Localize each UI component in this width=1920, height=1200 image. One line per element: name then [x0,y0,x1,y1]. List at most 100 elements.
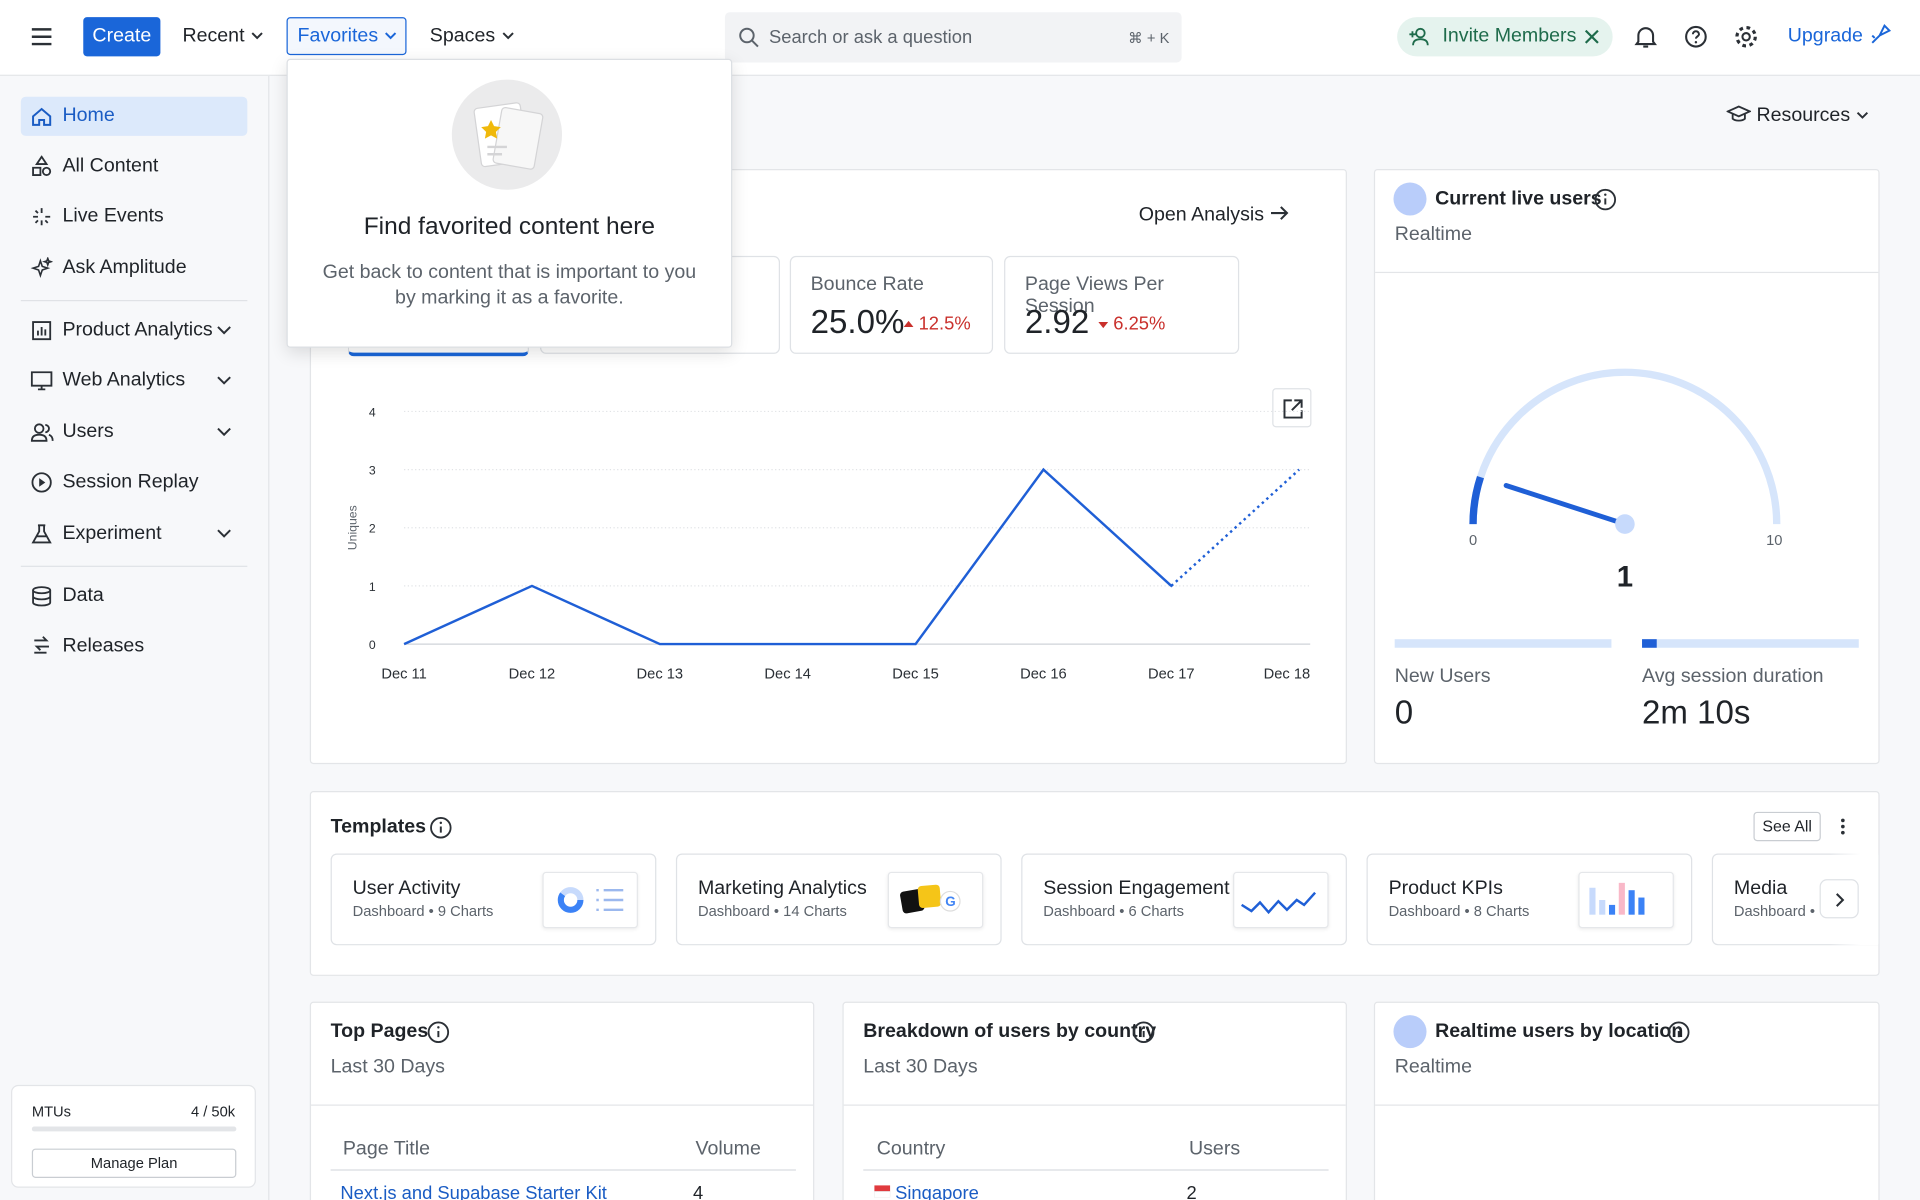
more-icon[interactable] [1839,817,1846,837]
y-axis-label: Uniques [345,505,359,550]
y-tick-label: 4 [369,405,376,419]
country-link[interactable]: Singapore [895,1182,979,1200]
top-pages-card: Top Pages Last 30 Days Page Title Volume… [309,1001,815,1200]
template-thumbnail [1233,871,1329,929]
label: All Content [62,155,159,177]
info-icon[interactable] [429,816,453,840]
column-header: Users [1188,1138,1241,1160]
help-icon[interactable] [1684,24,1708,48]
icon [30,371,53,391]
cell: 2 [1186,1182,1197,1200]
y-tick-label: 2 [369,522,376,536]
info-icon[interactable] [1593,187,1617,211]
menu-icon[interactable] [31,27,53,47]
nav-item[interactable]: Live Events [21,197,248,236]
resources-menu[interactable]: Resources [1725,104,1871,127]
label: Home [62,105,115,127]
nav-item[interactable]: Users [21,413,248,452]
icon [31,472,52,493]
icon [1725,105,1753,122]
nav-item[interactable]: Experiment [21,514,248,553]
gauge-hub [1615,514,1635,534]
card-title: Current live users [1435,188,1602,210]
country-card: Breakdown of users by country Last 30 Da… [842,1001,1347,1200]
create-button[interactable]: Create [83,17,161,57]
x-tick-label: Dec 13 [637,666,684,682]
metric-tile[interactable]: Page Views Per Session 2.92 6.25% [1004,255,1240,354]
chevron [502,32,514,40]
nav-item[interactable]: Ask Amplitude [21,249,248,288]
x-tick-label: Dec 12 [509,666,556,682]
upgrade-link[interactable]: Upgrade [1788,17,1893,56]
scroll-right-button[interactable] [1819,879,1859,919]
nav-item[interactable]: Session Replay [21,463,248,502]
template-tile[interactable]: Session Engagement Dashboard • 6 Charts [1021,853,1347,946]
column-header: Page Title [342,1138,430,1160]
progress-bar [1642,639,1859,648]
mtu-card: MTUs 4 / 50k Manage Plan [11,1084,256,1188]
template-tile[interactable]: User Activity Dashboard • 9 Charts [330,853,657,946]
manage-plan-button[interactable]: Manage Plan [31,1148,237,1178]
search-box[interactable]: Search or ask a question ⌘ + K [724,12,1182,63]
mtu-bar [31,1126,237,1132]
location-card: Realtime users by location Realtime [1373,1001,1880,1200]
icon [30,257,53,279]
live-users-card: Current live users Realtime New Users 0 … [1373,168,1880,765]
label: Favorites [297,25,379,47]
nav-item[interactable]: Home [20,96,248,136]
page-link[interactable]: Next.js and Supabase Starter Kit [340,1182,607,1200]
close-icon[interactable] [1583,28,1600,45]
open-analysis-link[interactable]: Open Analysis [1139,204,1289,226]
expand-button[interactable] [1272,388,1312,428]
info-icon[interactable] [426,1020,450,1044]
label: Data [62,585,104,607]
metric-label: Bounce Rate [810,274,924,296]
icon [33,208,51,226]
metric-tile[interactable]: Bounce Rate 25.0% 12.5% [789,255,994,354]
column-header: Country [876,1138,946,1160]
chevron [217,326,231,335]
info-icon[interactable] [1667,1020,1691,1044]
icon [32,155,52,177]
divider [330,1169,796,1171]
stat-value: 2m 10s [1642,694,1751,732]
settings-icon[interactable] [1734,24,1758,48]
card-subtitle: Realtime [1394,224,1473,245]
nav-item[interactable]: All Content [21,147,248,186]
template-meta: Dashboard • 14 Charts [697,902,847,920]
dropdown-description: Get back to content that is important to… [322,262,697,309]
recent-menu[interactable]: Recent [182,17,264,56]
gauge-min-label: 0 [1469,533,1477,549]
favorites-menu[interactable]: Favorites [286,17,407,56]
svg-text:G: G [945,894,955,909]
icon [34,636,49,654]
label: Open Analysis [1138,204,1265,226]
nav-item[interactable]: Web Analytics [21,361,248,400]
invite-members[interactable]: Invite Members [1397,17,1613,57]
template-tile[interactable]: Marketing Analytics Dashboard • 14 Charts… [675,853,1002,946]
info-icon[interactable] [1131,1020,1155,1044]
gauge-value: 1 [1617,561,1633,594]
icon [31,524,52,544]
spaces-menu[interactable]: Spaces [430,17,516,56]
gauge-needle [1503,483,1628,527]
x-tick-label: Dec 17 [1148,666,1195,682]
nav-item[interactable]: Releases [21,627,248,666]
label: Upgrade [1787,25,1863,47]
progress-fill [1642,639,1657,648]
template-tile[interactable]: Product KPIs Dashboard • 8 Charts [1366,853,1693,946]
card-subtitle: Realtime [1394,1056,1473,1078]
arrow-icon [1270,206,1289,220]
nav-item[interactable]: Data [21,577,248,616]
favorites-dropdown: Find favorited content here Get back to … [286,58,733,348]
metric-value: 25.0% [810,303,905,341]
icon [30,423,54,442]
divider [311,1104,814,1106]
label: Resources [1756,105,1851,127]
change-value: 6.25% [1113,313,1166,335]
label: Releases [62,635,145,657]
see-all-button[interactable]: See All [1753,811,1821,842]
nav-item[interactable]: Product Analytics [21,311,248,350]
notifications-icon[interactable] [1633,24,1657,48]
